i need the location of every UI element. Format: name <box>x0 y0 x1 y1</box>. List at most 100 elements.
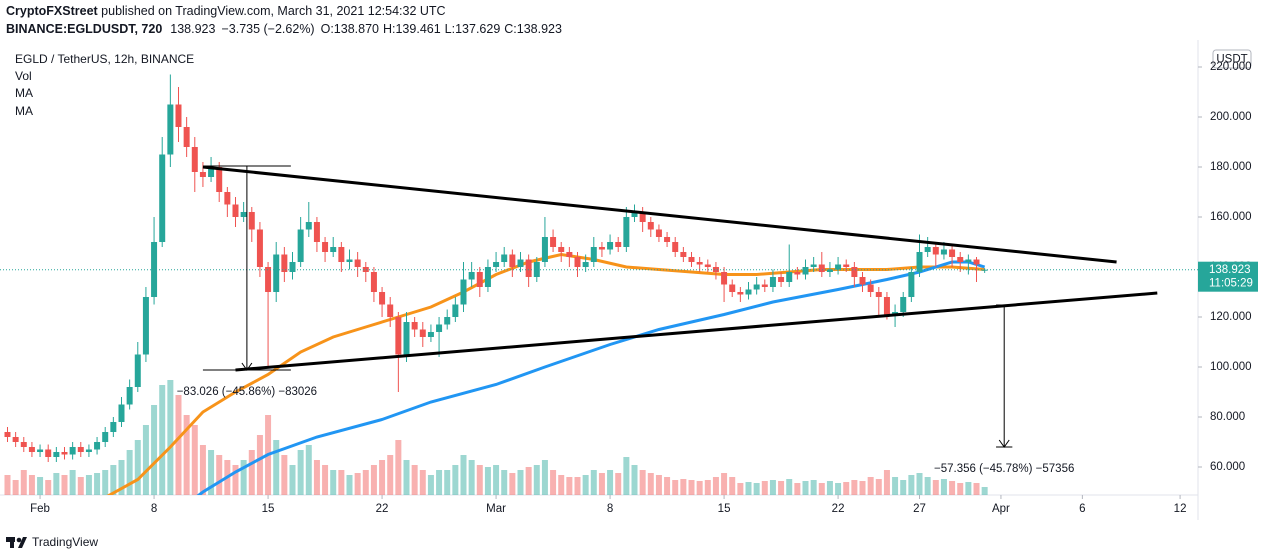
candle-body <box>631 212 638 217</box>
volume-bar <box>151 405 158 495</box>
high: H:139.461 <box>383 22 441 36</box>
volume-bar <box>191 425 198 495</box>
volume-bar <box>778 481 785 495</box>
volume-bar <box>28 475 35 495</box>
candle-body <box>256 229 263 267</box>
candle-body <box>639 212 646 222</box>
candle-body <box>826 269 833 272</box>
candle-body <box>118 404 125 422</box>
volume-bar <box>517 470 524 495</box>
candle-body <box>721 272 728 285</box>
volume-bar <box>582 475 589 495</box>
y-tick-label: 200.000 <box>1210 111 1252 123</box>
candle-body <box>297 229 304 262</box>
volume-bar <box>159 385 166 495</box>
volume-bar <box>248 450 255 495</box>
currency: USDT <box>1216 54 1247 66</box>
candle-body <box>370 272 377 292</box>
candle-body <box>810 264 817 267</box>
candle-body <box>908 272 915 297</box>
change: −3.735 (−2.62%) <box>221 22 314 36</box>
candle-body <box>191 147 198 172</box>
candle-body <box>273 254 280 292</box>
x-tick-label: 15 <box>718 503 731 515</box>
tradingview-logo <box>6 537 27 548</box>
volume-bar <box>118 460 125 495</box>
volume-bar <box>354 473 361 495</box>
currency-badge[interactable] <box>1212 49 1252 69</box>
volume-bar <box>142 425 149 495</box>
volume-bar <box>940 479 947 495</box>
volume-bar <box>704 480 711 495</box>
candle-body <box>28 447 35 452</box>
volume-bar <box>810 480 817 495</box>
volume-bar <box>61 475 68 495</box>
volume-bar <box>908 475 915 495</box>
volume-bar <box>281 455 288 495</box>
candle-body <box>574 257 581 267</box>
volume-bar <box>468 460 475 495</box>
candle-body <box>655 229 662 237</box>
candle-body <box>924 247 931 252</box>
volume-bar <box>509 473 516 495</box>
volume-bar <box>916 473 923 495</box>
volume-bar <box>802 481 809 495</box>
candle-body <box>232 204 239 217</box>
candle-body <box>851 267 858 277</box>
volume-bar <box>664 477 671 495</box>
volume-bar <box>607 470 614 495</box>
volume-bar <box>843 482 850 495</box>
volume-bar <box>102 470 109 495</box>
volume-bar <box>85 475 92 495</box>
volume-bar <box>859 481 866 495</box>
volume-bar <box>655 475 662 495</box>
candle-body <box>395 317 402 355</box>
last-price: 138.923 <box>1209 264 1251 276</box>
volume-bar <box>289 465 296 495</box>
candle-body <box>696 262 703 265</box>
open: O:138.870 <box>321 22 379 36</box>
candle-body <box>843 264 850 267</box>
volume-bar <box>330 470 337 495</box>
candle-body <box>932 247 939 255</box>
countdown: 11:05:29 <box>1209 278 1253 290</box>
candle-body <box>419 329 426 337</box>
candle-body <box>940 249 947 255</box>
y-tick-label: 120.000 <box>1210 311 1252 323</box>
volume-bar <box>794 483 801 495</box>
volume-bar <box>786 479 793 495</box>
brand: TradingView <box>32 535 98 549</box>
candle-body <box>77 447 84 452</box>
candle-body <box>53 452 60 457</box>
candle-body <box>916 252 923 272</box>
candle-body <box>607 242 614 250</box>
y-tick-label: 180.000 <box>1210 161 1252 173</box>
volume-bar <box>835 483 842 495</box>
volume-bar <box>900 480 907 495</box>
volume-bar <box>721 473 728 495</box>
volume-bar <box>973 483 980 495</box>
candle-body <box>802 267 809 275</box>
y-tick-label: 160.000 <box>1210 211 1252 223</box>
candle-body <box>688 257 695 262</box>
volume-bar <box>183 415 190 495</box>
candle-body <box>949 249 956 257</box>
close: C:138.923 <box>504 22 562 36</box>
candle-body <box>411 322 418 330</box>
candle-body <box>61 452 68 455</box>
volume-bar <box>94 473 101 495</box>
x-tick-label: 22 <box>832 503 845 515</box>
volume-bar <box>126 450 133 495</box>
candle-body <box>794 272 801 275</box>
candle-body <box>778 277 785 282</box>
volume-bar <box>4 475 11 495</box>
candle-body <box>973 259 980 265</box>
volume-bar <box>761 481 768 495</box>
volume-bar <box>20 470 27 495</box>
x-tick-label: 6 <box>1079 503 1085 515</box>
volume-bar <box>501 470 508 495</box>
author: CryptoFXStreet <box>6 4 99 18</box>
volume-bar <box>745 482 752 495</box>
volume-bar <box>623 457 630 495</box>
candle-body <box>509 254 516 267</box>
